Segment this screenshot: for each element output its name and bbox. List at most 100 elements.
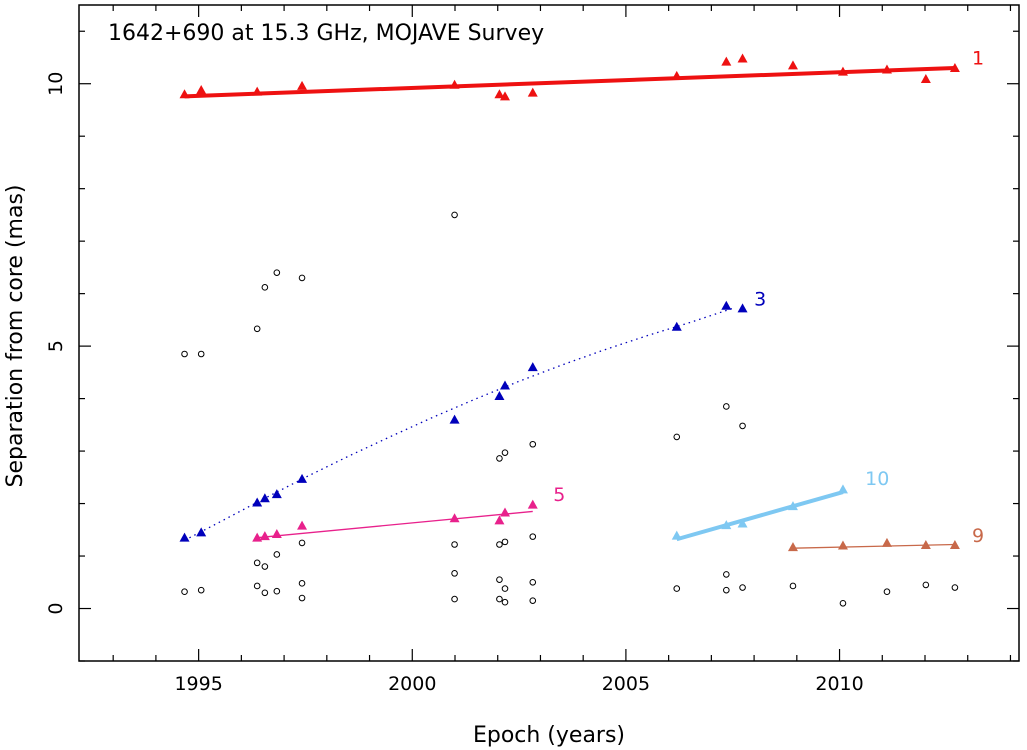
triangle-point-component-1 <box>837 66 848 76</box>
open-circle-point <box>496 541 503 548</box>
triangle-point-component-10 <box>737 518 748 528</box>
fit-line-component-3 <box>184 307 733 541</box>
triangle-point-component-5 <box>271 528 282 538</box>
open-circle-point <box>298 580 306 587</box>
open-circle-point <box>298 594 306 602</box>
y-tick-label: 10 <box>45 72 67 96</box>
open-circle-point <box>496 595 503 603</box>
triangle-point-component-5 <box>494 515 505 525</box>
open-circle-point <box>789 582 797 590</box>
x-tick-label: 1995 <box>174 673 222 695</box>
triangle-point-component-5 <box>252 532 263 542</box>
axis-ticks: 1995 2000 2005 2010 0 5 10 <box>45 5 1019 695</box>
x-axis-title: Epoch (years) <box>473 723 625 748</box>
open-circle-point <box>181 350 188 358</box>
triangle-point-component-1 <box>721 56 732 66</box>
triangle-point-component-1 <box>737 53 748 63</box>
triangle-point-component-1 <box>494 89 505 99</box>
open-circle-point <box>723 571 730 578</box>
open-circle-point <box>723 403 730 410</box>
triangle-point-component-3 <box>499 380 510 390</box>
triangle-point-component-5 <box>259 531 270 541</box>
y-axis-title: Separation from core (mas) <box>3 185 28 488</box>
triangle-point-component-10 <box>671 530 682 540</box>
triangle-point-component-10 <box>837 484 848 494</box>
triangle-point-component-1 <box>527 87 538 97</box>
open-circle-point <box>298 274 306 282</box>
open-circle-point <box>529 533 537 540</box>
open-circle-point <box>501 585 509 592</box>
triangle-point-component-9 <box>920 540 931 550</box>
triangle-point-component-5 <box>499 507 510 517</box>
x-tick-label: 2010 <box>815 673 863 695</box>
triangle-point-component-1 <box>297 80 308 90</box>
triangle-point-component-1 <box>449 79 460 89</box>
triangle-point-component-3 <box>179 532 190 542</box>
open-circle-point <box>273 269 281 276</box>
open-circle-point <box>501 598 509 606</box>
triangle-point-component-3 <box>252 497 263 507</box>
component-label: 3 <box>754 289 766 311</box>
fit-line-component-5 <box>257 510 533 539</box>
open-circle-point <box>253 559 261 567</box>
open-circle-point <box>673 585 681 592</box>
plot-frame <box>78 4 1020 662</box>
open-circle-point <box>922 581 930 589</box>
triangle-point-component-10 <box>787 501 798 511</box>
triangle-point-component-9 <box>881 537 892 547</box>
open-circle-point <box>197 586 205 594</box>
open-circle-point <box>273 551 281 558</box>
open-circle-point <box>298 539 306 547</box>
triangle-point-component-9 <box>837 540 848 550</box>
open-circle-point <box>496 576 503 583</box>
triangle-point-component-1 <box>499 91 510 101</box>
open-circle-point <box>739 584 746 591</box>
open-circle-point <box>529 597 537 604</box>
component-label: 9 <box>972 525 984 547</box>
x-tick-label: 2005 <box>602 673 650 695</box>
open-circle-point <box>501 449 509 456</box>
triangle-point-component-9 <box>949 540 960 550</box>
triangle-point-component-1 <box>196 85 207 95</box>
triangle-point-component-3 <box>259 493 270 503</box>
chart-title: 1642+690 at 15.3 GHz, MOJAVE Survey <box>108 21 544 46</box>
triangle-point-component-3 <box>196 527 207 537</box>
triangle-point-component-3 <box>297 473 308 483</box>
open-circle-point <box>951 584 959 591</box>
triangle-point-component-3 <box>671 321 682 331</box>
open-circle-point <box>261 284 269 291</box>
triangle-point-component-3 <box>721 300 732 310</box>
x-tick-label: 2000 <box>388 673 436 695</box>
y-tick-label: 5 <box>45 340 67 352</box>
triangle-point-component-3 <box>271 489 282 499</box>
fit-line-component-9 <box>792 543 955 549</box>
triangle-point-component-1 <box>787 60 798 70</box>
open-circle-point <box>451 211 458 219</box>
open-circle-point <box>253 325 261 333</box>
triangle-point-component-1 <box>671 70 682 80</box>
fit-line-component-10 <box>676 490 844 542</box>
open-circle-point <box>181 588 188 596</box>
component-label: 5 <box>553 484 565 506</box>
triangle-point-component-3 <box>737 303 748 313</box>
open-circle-point <box>673 433 681 441</box>
open-circle-point <box>451 595 458 603</box>
open-circle-point <box>496 455 503 462</box>
open-circle-point <box>197 350 205 358</box>
triangle-point-component-3 <box>449 414 460 424</box>
fit-line-component-1 <box>184 65 955 99</box>
triangle-point-component-1 <box>179 89 190 99</box>
open-circle-point <box>451 541 458 548</box>
triangle-point-component-1 <box>949 62 960 72</box>
y-tick-label: 0 <box>45 602 67 614</box>
open-circle-point <box>739 422 746 430</box>
triangle-point-component-1 <box>252 86 263 96</box>
open-circle-point <box>261 563 269 570</box>
triangle-point-component-5 <box>449 513 460 523</box>
triangle-point-component-3 <box>494 390 505 400</box>
open-circle-point <box>501 538 509 546</box>
triangle-point-component-5 <box>297 520 308 530</box>
component-label: 10 <box>865 468 889 490</box>
open-circle-point <box>883 588 891 596</box>
